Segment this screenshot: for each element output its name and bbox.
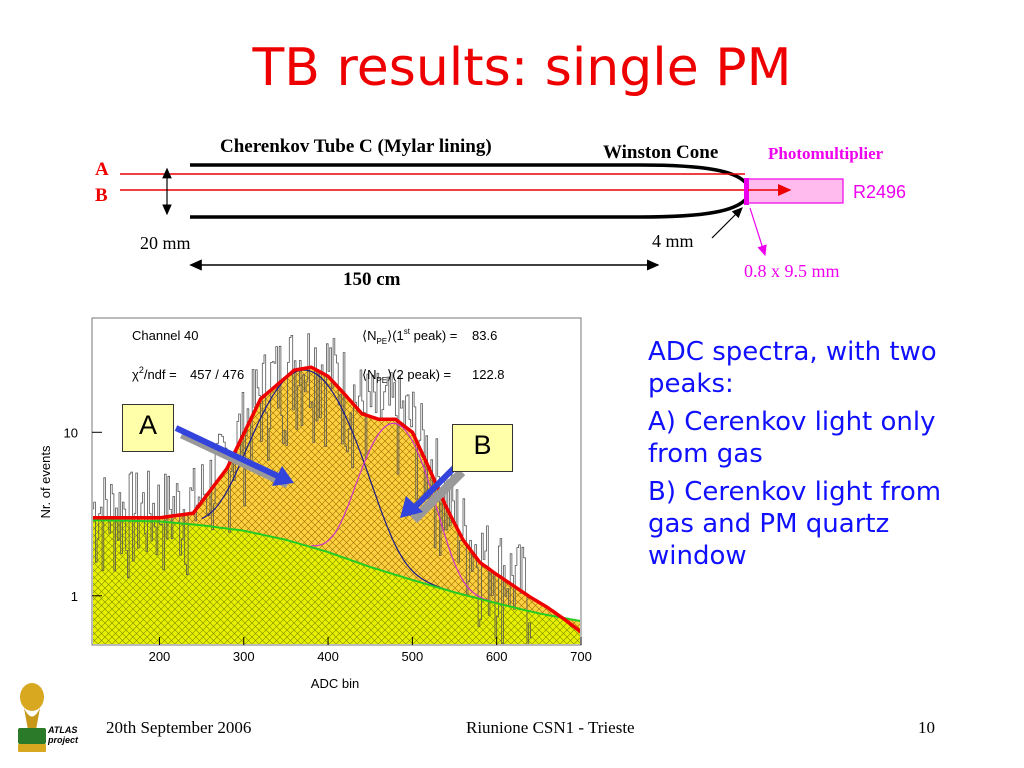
bullet-list: ADC spectra, with two peaks: A) Cerenkov… (648, 336, 948, 578)
logo-text-1: ATLAS (47, 725, 77, 735)
diameter-label: 20 mm (140, 233, 191, 253)
ray-a-label: A (95, 159, 109, 180)
y-tick-label: 10 (64, 425, 78, 440)
x-tick-label: 500 (402, 649, 424, 664)
footer-meeting: Riunione CSN1 - Trieste (466, 718, 635, 737)
atlas-logo: ATLAS project (18, 683, 79, 752)
callout-a: A (122, 404, 174, 452)
tube-label: Cherenkov Tube C (Mylar lining) (220, 136, 492, 157)
ray-b-label: B (95, 185, 108, 206)
quartz-window (744, 178, 749, 205)
callout-b: B (452, 424, 513, 472)
callout-arrow-a (174, 425, 294, 489)
x-axis-ticks: 200 300 400 500 600 700 (149, 637, 592, 664)
background-fit-area (93, 520, 580, 644)
y-tick-label: 1 (71, 589, 78, 604)
bullet-b: B) Cerenkov light from gas and PM quartz… (648, 477, 942, 571)
window-label: 0.8 x 9.5 mm (744, 261, 840, 281)
background-fit-curve (93, 519, 580, 622)
bullet-a: A) Cerenkov light only from gas (648, 407, 936, 469)
tube-upper-wall (190, 163, 747, 184)
adc-spectrum-chart: 200 300 400 500 600 700 1 10 Channel 40 χ2/ndf… (38, 317, 592, 691)
cone-label: Winston Cone (603, 142, 718, 163)
x-tick-label: 200 (149, 649, 171, 664)
photomultiplier-body (747, 178, 844, 204)
footer-date: 20th September 2006 (106, 718, 252, 737)
total-fit-curve (93, 365, 580, 634)
stats-peak2-value: 122.8 (472, 367, 505, 382)
stats-chi2-label: χ2/ndf = (132, 365, 177, 382)
pm-model: R2496 (853, 182, 906, 202)
peak-fit-area (93, 367, 580, 632)
footer-page-number: 10 (918, 718, 935, 737)
pm-label: Photomultiplier (768, 144, 884, 163)
x-tick-label: 700 (570, 649, 592, 664)
cone-exit-label: 4 mm (652, 231, 694, 251)
peak-b-component (311, 422, 514, 608)
x-tick-label: 400 (317, 649, 339, 664)
stats-peak1-value: 83.6 (472, 328, 497, 343)
logo-text-2: project (47, 735, 79, 745)
length-label: 150 cm (343, 269, 401, 290)
callout-arrow-b (400, 463, 466, 524)
data-histogram (93, 333, 533, 644)
tube-lower-wall (190, 198, 747, 219)
slide-title: TB results: single PM (252, 38, 792, 98)
x-tick-label: 600 (486, 649, 508, 664)
x-axis-label: ADC bin (311, 676, 359, 691)
y-axis-label: Nr. of events (38, 445, 53, 518)
bullet-intro: ADC spectra, with two peaks: (648, 337, 937, 399)
cherenkov-diagram: Cherenkov Tube C (Mylar lining) Winston … (95, 136, 906, 290)
stats-chi2-value: 457 / 476 (190, 367, 244, 382)
y-axis-ticks: 1 10 (64, 425, 102, 604)
x-tick-label: 300 (233, 649, 255, 664)
stats-channel: Channel 40 (132, 328, 199, 343)
